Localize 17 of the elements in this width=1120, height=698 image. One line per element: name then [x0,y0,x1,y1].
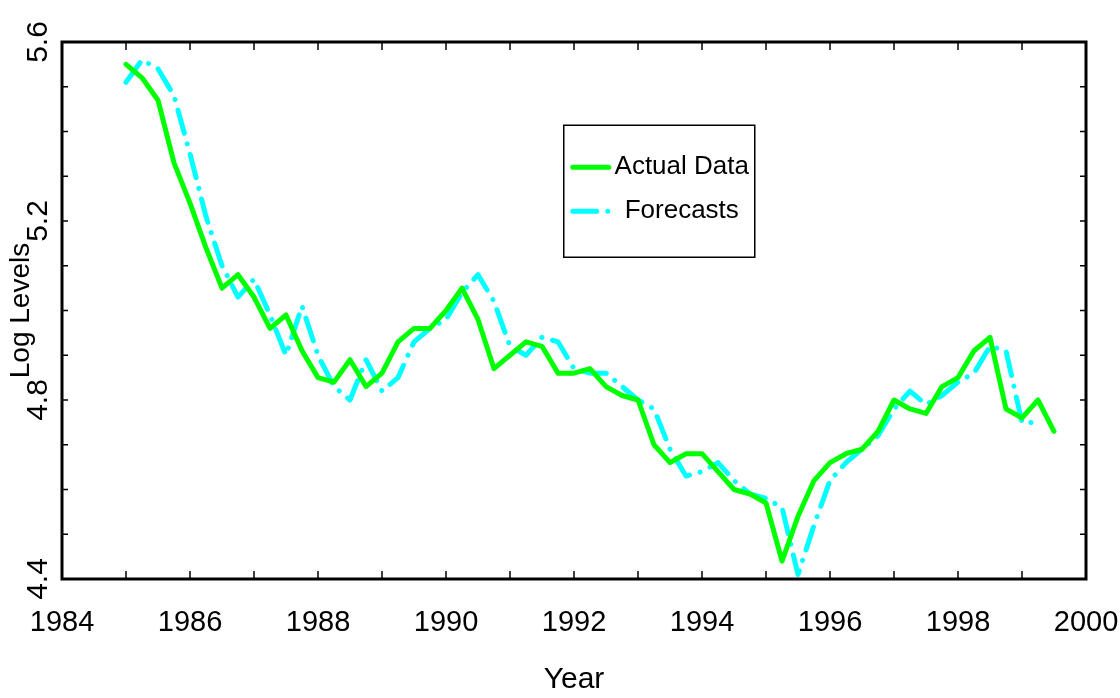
y-tick-label: 4.8 [20,379,53,421]
x-tick-label: 1984 [29,605,95,637]
x-tick-label: 2000 [1053,605,1119,637]
x-tick-label: 1996 [797,605,863,637]
legend-label: Actual Data [614,150,750,181]
x-axis-title: Year [543,661,605,694]
x-tick-label: 1986 [157,605,223,637]
x-tick-label: 1994 [669,605,735,637]
legend-label: Forecasts [624,194,739,225]
y-tick-label: 5.2 [20,200,53,242]
y-tick-label: 4.4 [20,558,53,600]
y-tick-label: 5.6 [20,21,53,63]
x-tick-label: 1998 [925,605,991,637]
x-tick-label: 1990 [413,605,479,637]
x-tick-label: 1992 [541,605,607,637]
y-axis-title: Log Levels [4,242,35,379]
x-tick-label: 1988 [285,605,351,637]
